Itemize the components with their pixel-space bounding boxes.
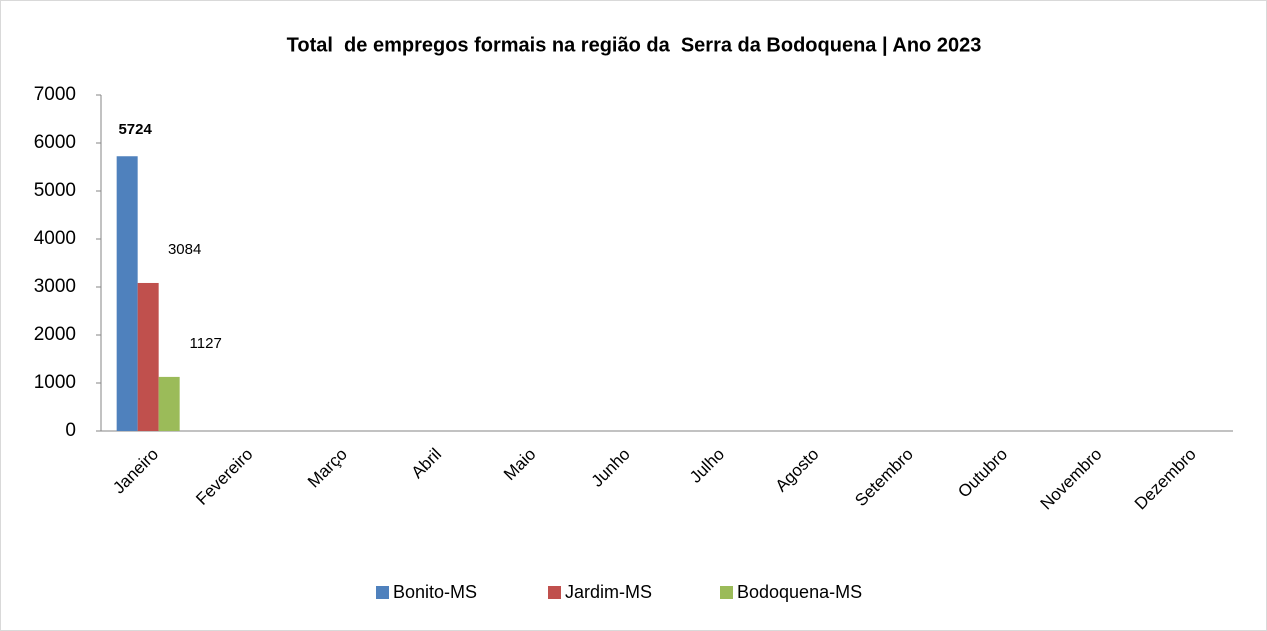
legend-swatch: [720, 586, 733, 599]
data-label: 3084: [168, 241, 201, 258]
legend-label: Bonito-MS: [393, 582, 477, 602]
data-label: 5724: [118, 121, 152, 138]
y-tick-label: 6000: [34, 132, 76, 153]
y-tick-label: 1000: [34, 372, 76, 393]
bar: [137, 282, 159, 431]
y-tick-label: 0: [65, 420, 76, 441]
y-tick-label: 3000: [34, 276, 76, 297]
chart-title: Total de empregos formais na região da S…: [287, 34, 982, 56]
legend-swatch: [376, 586, 389, 599]
legend-swatch: [548, 586, 561, 599]
y-tick-label: 7000: [34, 84, 76, 105]
legend-label: Jardim-MS: [565, 582, 652, 602]
bar: [116, 156, 138, 432]
legend-label: Bodoquena-MS: [737, 582, 862, 602]
y-tick-label: 2000: [34, 324, 76, 345]
y-tick-label: 4000: [34, 228, 76, 249]
y-tick-label: 5000: [34, 180, 76, 201]
bar: [158, 376, 180, 431]
data-label: 1127: [190, 335, 222, 352]
